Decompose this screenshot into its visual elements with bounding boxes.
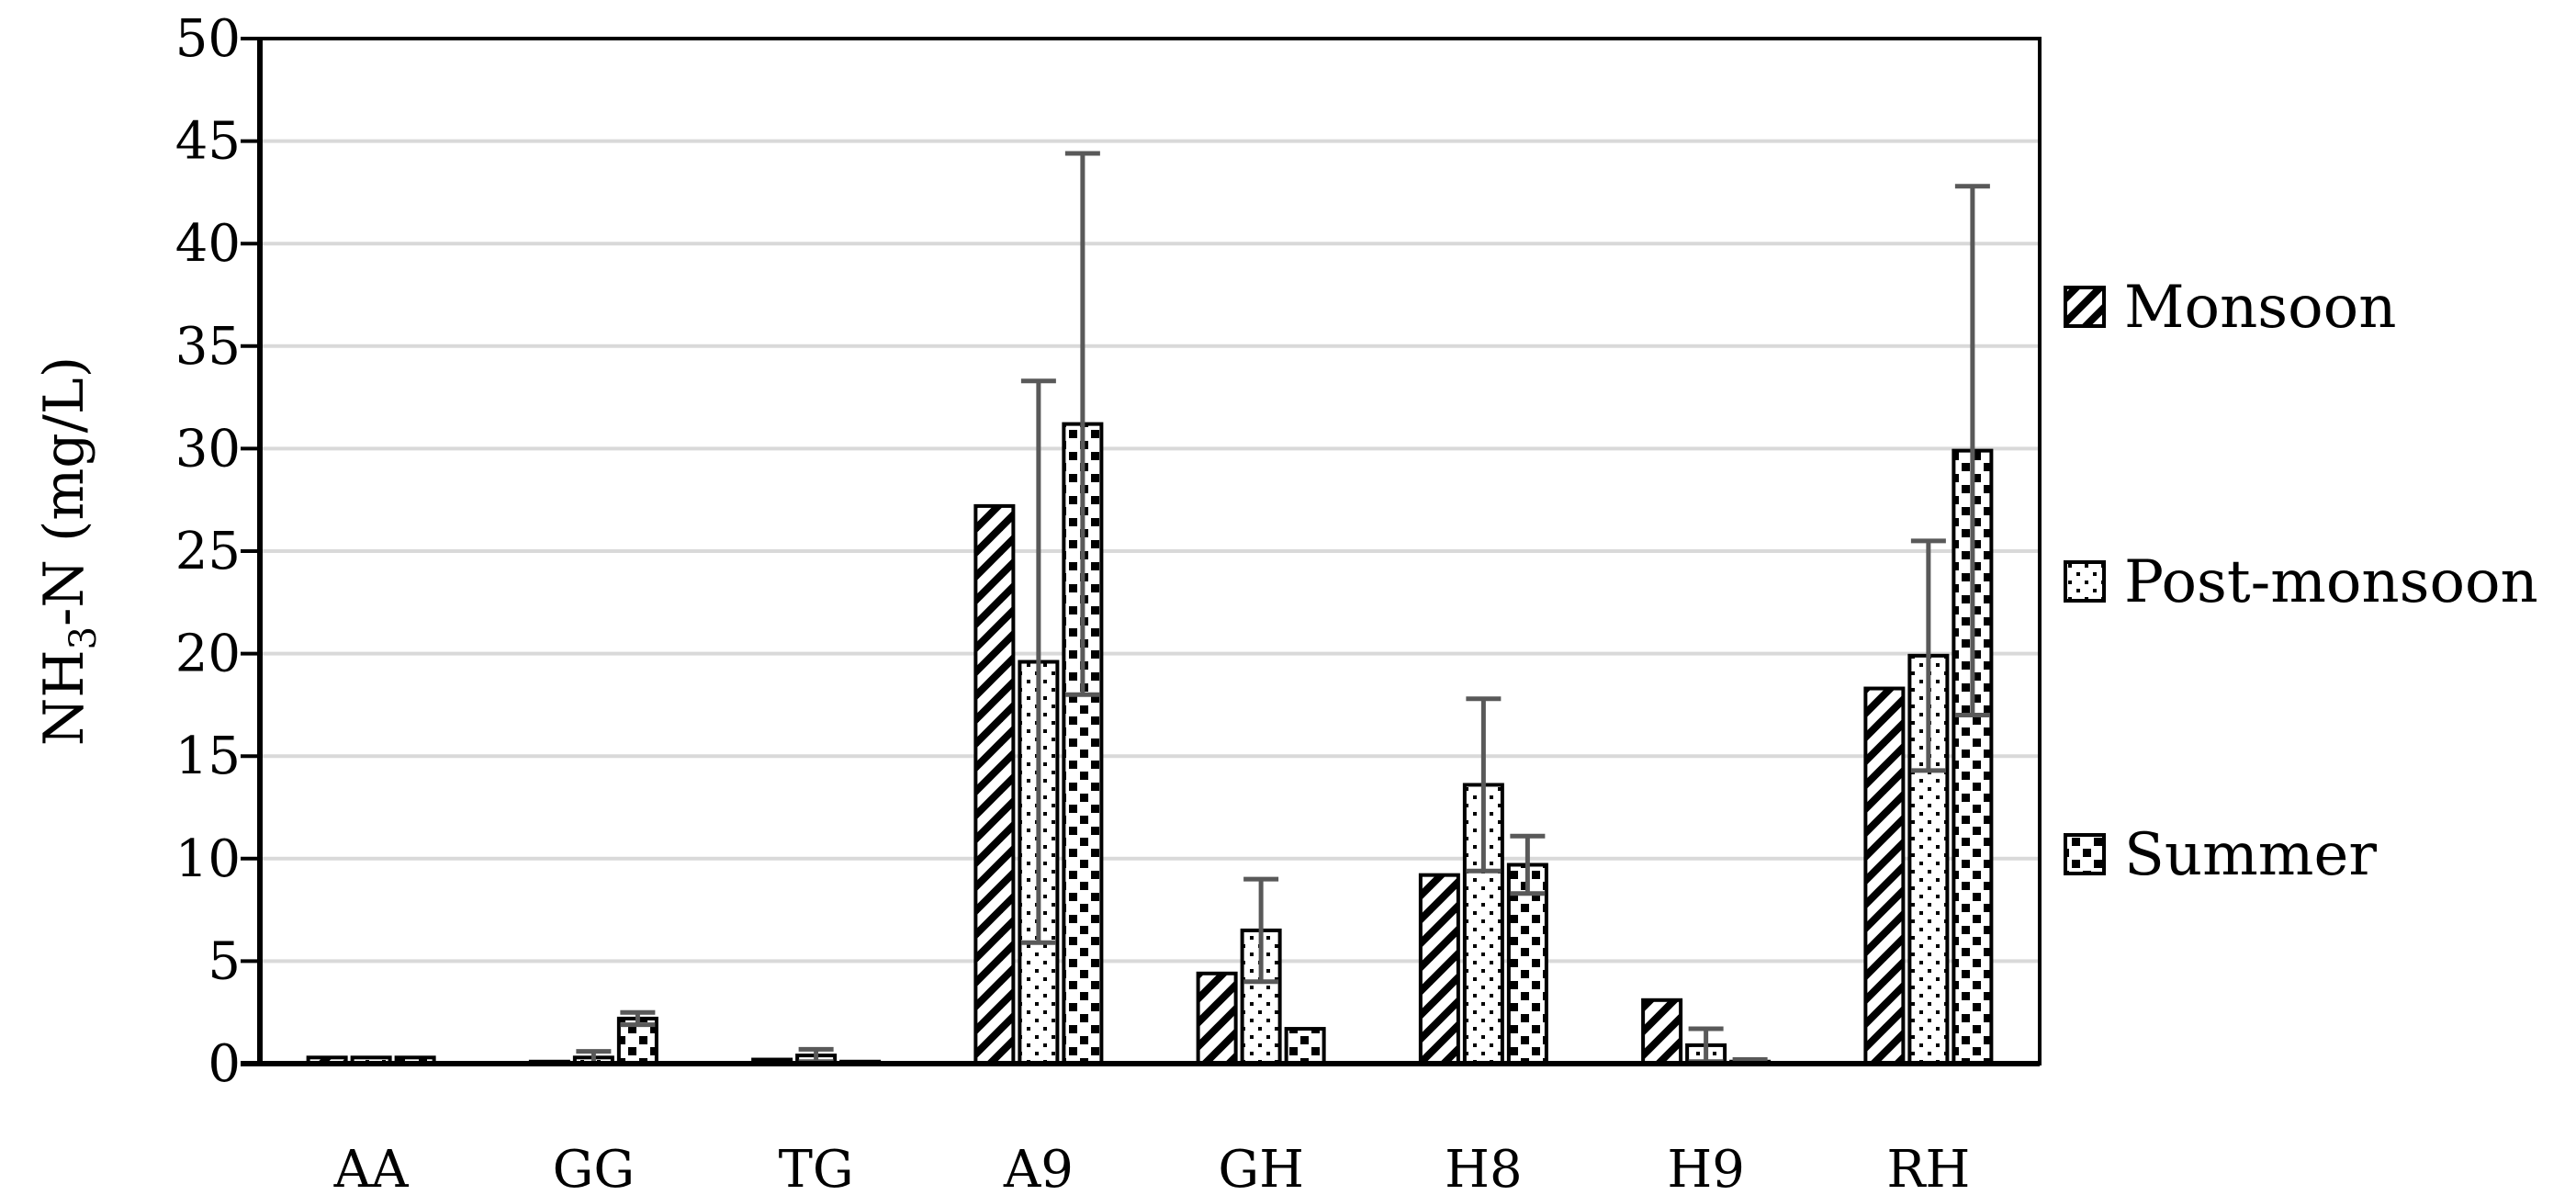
bar-rh-monsoon	[1863, 686, 1906, 1065]
legend-swatch	[2064, 833, 2106, 875]
bar-a9-monsoon	[973, 503, 1016, 1065]
y-axis-title-sub: 3	[62, 626, 105, 649]
legend: Monsoon Post-monsoon Summer	[2064, 274, 2538, 889]
y-axis-title-rest: -N (mg/L)	[32, 356, 96, 626]
legend-item: Post-monsoon	[2064, 548, 2538, 616]
legend-swatch	[2064, 286, 2106, 328]
error-bar	[1243, 876, 1279, 985]
legend-item: Monsoon	[2064, 274, 2396, 342]
gridlines	[260, 37, 2040, 964]
x-tick-label: AA	[333, 1140, 409, 1195]
x-tick-labels: AA GG TG A9 GH H8 H9 RH	[333, 1140, 1971, 1195]
legend-label: Post-monsoon	[2124, 548, 2538, 616]
y-tick-label: 35	[175, 317, 241, 377]
error-bars	[576, 151, 1990, 1066]
x-tick-label: GH	[1218, 1140, 1304, 1195]
y-tick-label: 0	[208, 1034, 241, 1094]
y-tick-label: 15	[175, 727, 241, 786]
y-tick-label: 30	[175, 419, 241, 479]
x-tick-label: TG	[779, 1140, 854, 1195]
legend-item: Summer	[2064, 821, 2377, 889]
error-bar	[1910, 538, 1946, 773]
y-tick-label: 10	[175, 829, 241, 889]
legend-label: Monsoon	[2124, 274, 2396, 342]
x-tick-label: A9	[1003, 1140, 1074, 1195]
error-bar	[1020, 378, 1056, 945]
legend-label: Summer	[2124, 821, 2377, 889]
legend-swatch	[2064, 560, 2106, 603]
x-tick-label: H8	[1445, 1140, 1522, 1195]
y-ticks: 0 5 10 15 20 25 30 35 40 45 50	[175, 9, 260, 1094]
bar-h9-monsoon	[1641, 998, 1683, 1065]
x-tick-label: H9	[1667, 1140, 1744, 1195]
error-bar	[1954, 184, 1990, 718]
bars	[306, 422, 1994, 1066]
y-tick-label: 25	[175, 522, 241, 581]
error-bar	[1466, 696, 1502, 874]
y-tick-label: 50	[175, 9, 241, 69]
x-tick-label: GG	[553, 1140, 635, 1195]
bar-gh-summer	[1284, 1027, 1326, 1066]
y-tick-label: 20	[175, 625, 241, 684]
y-tick-label: 45	[175, 112, 241, 172]
bar-gh-monsoon	[1196, 971, 1238, 1065]
x-tick-label: RH	[1886, 1140, 1970, 1195]
y-axis-title-main: NH	[32, 649, 96, 746]
error-bar	[1510, 833, 1546, 896]
error-bar	[620, 1009, 656, 1028]
error-bar	[1064, 151, 1100, 697]
y-axis-title: NH3-N (mg/L)	[32, 356, 105, 746]
y-tick-label: 40	[175, 214, 241, 274]
y-tick-label: 5	[208, 931, 241, 991]
bar-h8-monsoon	[1418, 873, 1460, 1065]
bar-h8-summer	[1506, 862, 1548, 1065]
